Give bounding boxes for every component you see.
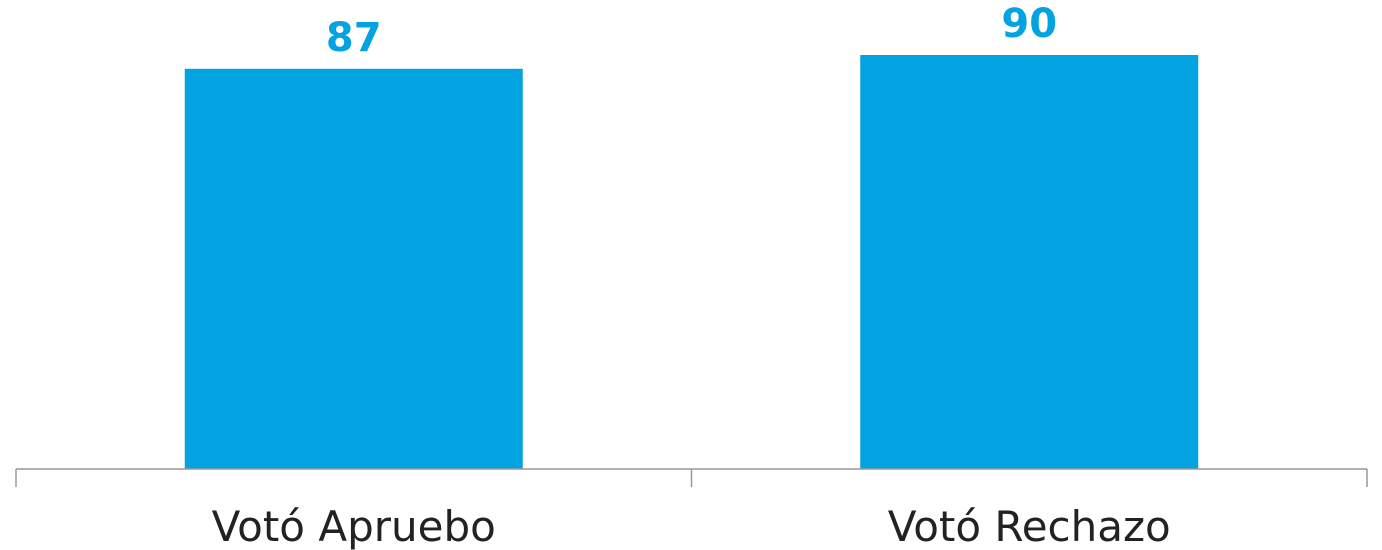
bar xyxy=(185,69,523,469)
bar xyxy=(860,55,1198,469)
x-axis xyxy=(16,469,1367,487)
bar-value-label: 87 xyxy=(326,15,382,61)
value-labels-group: 87 90 xyxy=(326,1,1057,61)
bar-value-label: 90 xyxy=(1001,1,1057,47)
x-tick-label: Votó Apruebo xyxy=(212,502,496,550)
bars-group xyxy=(185,55,1199,469)
x-tick-labels-group: Votó Apruebo Votó Rechazo xyxy=(212,502,1171,550)
x-tick-label: Votó Rechazo xyxy=(888,502,1171,550)
